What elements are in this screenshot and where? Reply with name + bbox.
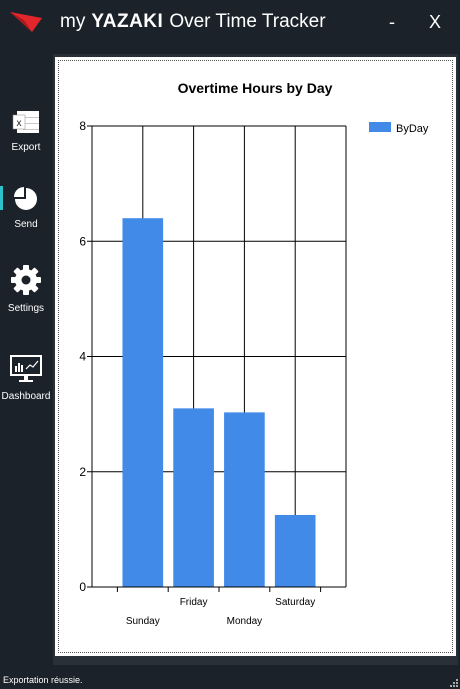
chart-panel: Overtime Hours by Day 0 2 4 6 8 Sunday Friday M…	[55, 57, 456, 656]
status-bar: Exportation réussie.	[0, 669, 460, 689]
status-text: Exportation réussie.	[3, 675, 83, 685]
gear-icon	[11, 265, 41, 295]
sidebar-item-export[interactable]: x Export	[0, 109, 52, 153]
pie-chart-icon	[14, 187, 37, 210]
panel-border	[58, 60, 453, 653]
x-tick-label: Sunday	[126, 616, 160, 627]
sidebar-item-dashboard[interactable]: Dashboard	[0, 354, 52, 402]
title-prefix: my	[60, 11, 86, 32]
x-tick-label: Friday	[180, 597, 208, 608]
close-button[interactable]: X	[428, 12, 441, 32]
y-tick-label: 0	[79, 580, 86, 594]
legend-label: ByDay	[396, 123, 429, 135]
y-tick-label: 6	[79, 234, 86, 248]
y-tick-label: 4	[79, 350, 86, 364]
chart-bars	[122, 218, 316, 587]
title-brand: YAZAKI	[91, 11, 164, 32]
sidebar-item-send[interactable]: Send	[0, 186, 52, 230]
sidebar-item-label: Send	[14, 219, 38, 230]
app-title: my YAZAKI Over Time Tracker	[60, 11, 326, 33]
legend-swatch	[369, 122, 391, 132]
bar-sunday	[122, 218, 164, 587]
sidebar-item-label: Dashboard	[1, 391, 51, 402]
bar-friday	[173, 408, 214, 587]
yazaki-logo-icon	[10, 12, 42, 32]
bar-chart: Overtime Hours by Day 0 2 4 6 8 Sunday Friday M…	[79, 80, 429, 627]
chart-legend: ByDay	[369, 122, 429, 135]
x-tick-label: Monday	[227, 616, 263, 627]
chart-title: Overtime Hours by Day	[178, 80, 333, 96]
bar-monday	[224, 412, 265, 587]
active-indicator	[0, 186, 3, 210]
title-suffix: Over Time Tracker	[169, 11, 326, 32]
chart-axes: 0 2 4 6 8 Sunday Friday Monday Saturday	[79, 119, 347, 627]
svg-text:x: x	[17, 118, 22, 129]
title-bar: my YAZAKI Over Time Tracker - X	[0, 0, 460, 44]
y-tick-label: 2	[79, 465, 86, 479]
monitor-chart-icon	[10, 355, 42, 382]
excel-icon: x	[12, 111, 39, 133]
sidebar-item-label: Export	[11, 142, 41, 153]
sidebar: x Export Send Settings	[0, 44, 52, 669]
minimize-button[interactable]: -	[389, 12, 395, 32]
sidebar-item-label: Settings	[7, 303, 45, 314]
bar-saturday	[274, 514, 316, 587]
resize-grip-icon[interactable]	[450, 679, 458, 687]
x-tick-label: Saturday	[275, 597, 315, 608]
sidebar-item-settings[interactable]: Settings	[0, 264, 52, 314]
y-tick-label: 8	[79, 119, 86, 133]
